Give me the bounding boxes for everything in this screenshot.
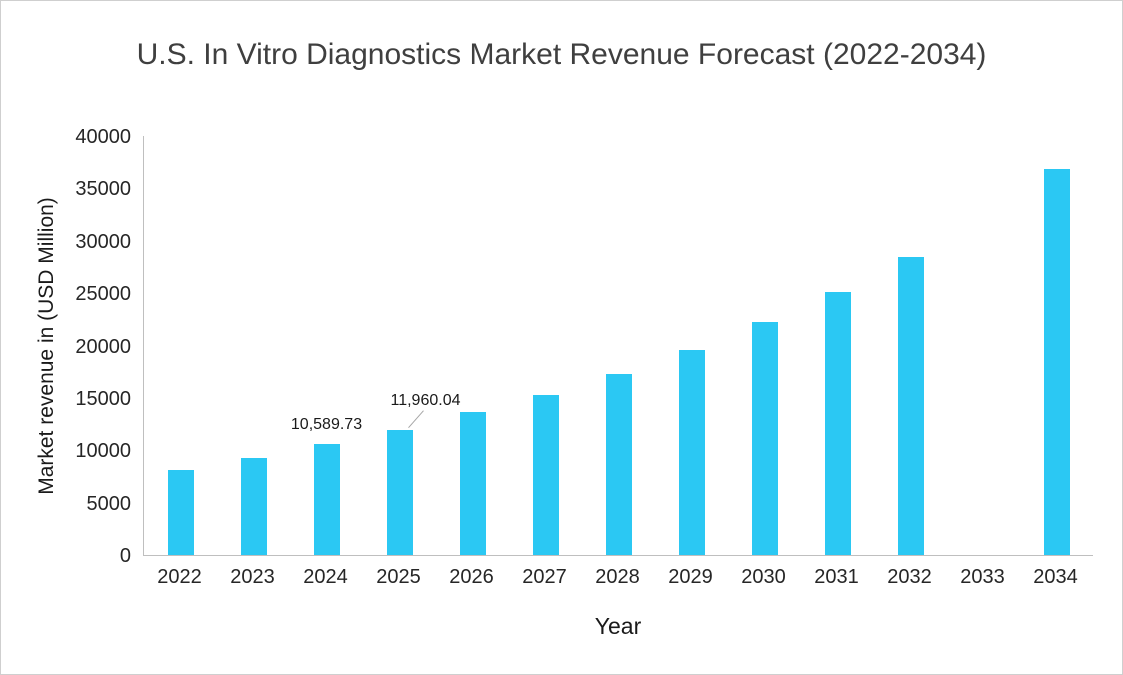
plot-area: 10,589.73 11,960.04 (143, 136, 1093, 556)
x-axis-label-2033: 2033 (960, 566, 1005, 588)
bar-2026 (459, 412, 486, 555)
y-tick-label: 20000 (75, 335, 131, 358)
x-axis-title: Year (594, 613, 642, 639)
y-tick-label: 0 (119, 545, 131, 567)
bar-2024 (313, 444, 340, 555)
bar-2029 (678, 350, 705, 555)
y-tick-label: 5000 (86, 492, 132, 515)
bar-2034 (1043, 168, 1070, 555)
y-tick-label: 40000 (75, 126, 131, 148)
bar-2022 (167, 470, 194, 555)
x-axis-label-2023: 2023 (230, 566, 275, 588)
x-axis-label-2032: 2032 (887, 566, 932, 588)
x-axis-label-2022: 2022 (157, 566, 202, 588)
data-label-2025: 11,960.04 (390, 391, 461, 409)
x-axis-label-2024: 2024 (303, 566, 348, 588)
bar-2032 (897, 257, 924, 555)
bar-2028 (605, 374, 632, 555)
bar-2025 (386, 429, 413, 555)
bar-2023 (240, 458, 267, 555)
x-axis-label-2030: 2030 (741, 566, 786, 588)
y-tick-label: 15000 (75, 387, 131, 410)
x-axis-label-2027: 2027 (522, 566, 567, 588)
y-tick-label: 30000 (75, 230, 131, 253)
x-axis-label-2026: 2026 (449, 566, 494, 588)
bar-2030 (751, 322, 778, 555)
chart-title: U.S. In Vitro Diagnostics Market Revenue… (136, 38, 987, 71)
x-axis-label-2029: 2029 (668, 566, 713, 588)
x-axis-labels: 2022 2023 2024 2025 2026 2027 2028 2029 2030 2031… (143, 564, 1093, 590)
y-tick-label: 25000 (75, 283, 131, 306)
y-tick-label: 35000 (75, 178, 131, 201)
y-axis-title: Market revenue in (USD Million) (35, 197, 58, 495)
x-axis-label-2034: 2034 (1033, 566, 1078, 588)
y-axis-tick-labels: 0 5000 10000 15000 20000 25000 30000 35000 40000 (57, 126, 132, 567)
x-axis-label-2031: 2031 (814, 566, 859, 588)
bar-2031 (824, 292, 851, 555)
bar-2027 (532, 395, 559, 555)
data-label-2024: 10,589.73 (290, 416, 363, 434)
x-axis-label-2025: 2025 (376, 566, 421, 588)
x-axis-label-2028: 2028 (595, 566, 640, 588)
y-tick-label: 10000 (75, 440, 131, 463)
